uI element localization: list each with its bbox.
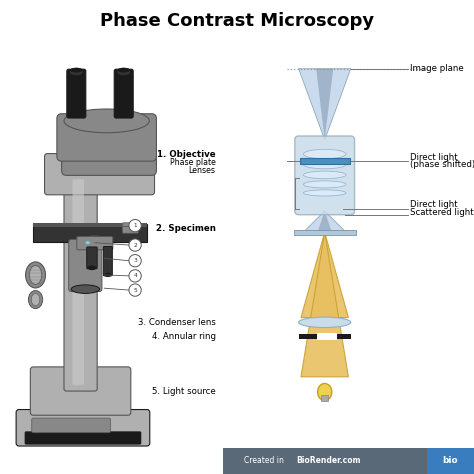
Circle shape	[129, 284, 141, 296]
Ellipse shape	[104, 273, 111, 277]
Ellipse shape	[318, 383, 332, 401]
Ellipse shape	[26, 262, 46, 288]
Ellipse shape	[64, 109, 149, 133]
Text: BioRender.com: BioRender.com	[296, 456, 361, 465]
Ellipse shape	[88, 265, 96, 270]
Text: Direct light: Direct light	[410, 153, 457, 162]
Ellipse shape	[303, 149, 346, 159]
Polygon shape	[303, 211, 346, 232]
FancyBboxPatch shape	[321, 395, 328, 401]
FancyBboxPatch shape	[103, 246, 112, 276]
Text: 2: 2	[133, 243, 137, 247]
Text: Direct light: Direct light	[410, 201, 457, 209]
Ellipse shape	[117, 68, 131, 76]
Text: Phase plate: Phase plate	[170, 158, 216, 166]
Text: 1: 1	[133, 223, 137, 228]
FancyBboxPatch shape	[67, 69, 86, 118]
FancyBboxPatch shape	[223, 448, 474, 474]
Ellipse shape	[303, 181, 346, 188]
FancyBboxPatch shape	[69, 239, 102, 292]
FancyBboxPatch shape	[64, 173, 97, 391]
Ellipse shape	[71, 285, 100, 293]
Text: Scattered light: Scattered light	[410, 208, 474, 217]
Text: 5: 5	[133, 288, 137, 292]
Ellipse shape	[299, 317, 351, 328]
FancyBboxPatch shape	[294, 230, 356, 235]
FancyBboxPatch shape	[295, 136, 355, 215]
FancyBboxPatch shape	[299, 334, 351, 339]
Ellipse shape	[70, 68, 82, 73]
Ellipse shape	[28, 291, 43, 309]
FancyBboxPatch shape	[77, 237, 113, 250]
Ellipse shape	[29, 265, 42, 284]
Text: 3. Condenser lens: 3. Condenser lens	[138, 318, 216, 327]
FancyBboxPatch shape	[300, 158, 350, 164]
Text: Phase Contrast Microscopy: Phase Contrast Microscopy	[100, 12, 374, 30]
FancyBboxPatch shape	[57, 114, 156, 161]
FancyBboxPatch shape	[45, 154, 155, 195]
Ellipse shape	[118, 68, 130, 73]
FancyBboxPatch shape	[33, 224, 147, 242]
FancyBboxPatch shape	[73, 179, 84, 385]
FancyBboxPatch shape	[87, 247, 97, 269]
Text: bio: bio	[443, 456, 458, 465]
FancyBboxPatch shape	[327, 334, 337, 339]
Ellipse shape	[85, 241, 90, 245]
Text: Created in: Created in	[244, 456, 286, 465]
Circle shape	[129, 255, 141, 267]
Ellipse shape	[78, 236, 111, 249]
Text: 1. Objective: 1. Objective	[157, 150, 216, 158]
FancyBboxPatch shape	[25, 431, 141, 445]
Text: 3: 3	[133, 258, 137, 263]
Ellipse shape	[303, 190, 346, 196]
FancyBboxPatch shape	[32, 418, 110, 433]
Polygon shape	[318, 211, 332, 232]
FancyBboxPatch shape	[30, 367, 131, 415]
Ellipse shape	[303, 160, 346, 169]
FancyBboxPatch shape	[114, 69, 133, 118]
Circle shape	[129, 270, 141, 282]
Text: 4: 4	[133, 273, 137, 278]
FancyBboxPatch shape	[33, 223, 147, 227]
Text: (phase shifted): (phase shifted)	[410, 161, 474, 169]
FancyBboxPatch shape	[317, 334, 328, 339]
FancyBboxPatch shape	[62, 128, 156, 175]
Ellipse shape	[69, 68, 83, 76]
Text: Lenses: Lenses	[189, 166, 216, 175]
Ellipse shape	[303, 171, 346, 179]
Polygon shape	[316, 69, 333, 140]
FancyBboxPatch shape	[427, 448, 474, 474]
Polygon shape	[299, 69, 351, 140]
Ellipse shape	[31, 293, 40, 306]
Text: 4. Annular ring: 4. Annular ring	[152, 332, 216, 341]
FancyBboxPatch shape	[122, 223, 138, 233]
Polygon shape	[301, 232, 348, 377]
Text: Image plane: Image plane	[410, 64, 464, 73]
Text: 5. Light source: 5. Light source	[152, 388, 216, 396]
FancyBboxPatch shape	[16, 410, 150, 446]
Text: 2. Specimen: 2. Specimen	[156, 224, 216, 233]
Polygon shape	[301, 232, 348, 318]
Circle shape	[129, 239, 141, 251]
Circle shape	[129, 219, 141, 232]
